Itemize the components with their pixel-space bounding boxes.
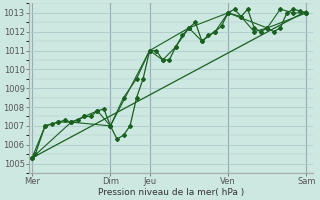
- X-axis label: Pression niveau de la mer( hPa ): Pression niveau de la mer( hPa ): [98, 188, 244, 197]
